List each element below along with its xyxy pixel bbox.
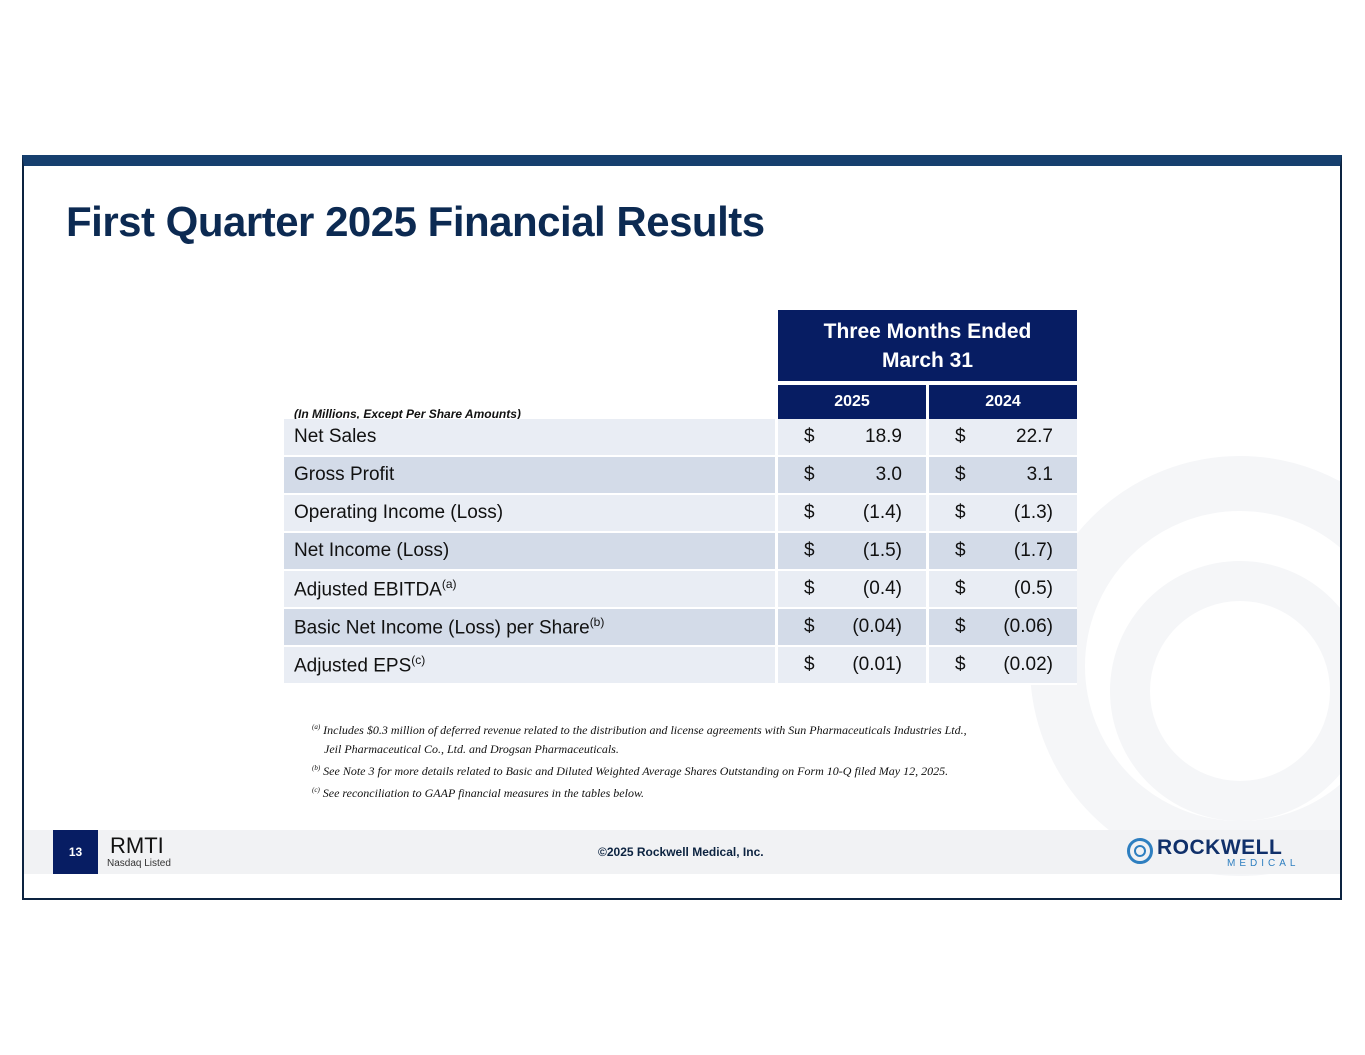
cell-2024: $22.7 (929, 419, 1077, 457)
row-label: Net Sales (284, 419, 778, 457)
currency-symbol: $ (955, 464, 966, 485)
value-2025: (1.4) (862, 502, 902, 523)
row-label: Adjusted EBITDA(a) (284, 571, 778, 609)
cell-2024: $ (0.06) (929, 609, 1077, 647)
cell-2024: $ (0.02) (929, 647, 1077, 685)
slide-title: First Quarter 2025 Financial Results (66, 198, 765, 245)
value-2024: (1.7) (1013, 540, 1053, 561)
cell-2025: $ (0.4) (778, 571, 929, 609)
currency-symbol: $ (804, 616, 815, 637)
currency-symbol: $ (955, 426, 966, 447)
logo-subtitle: MEDICAL (1227, 858, 1300, 869)
footnote-ref: (b) (589, 614, 605, 629)
units-note: (In Millions, Except Per Share Amounts) (294, 407, 521, 421)
header-spacer (284, 310, 778, 385)
table-row-net-sales: Net Sales $18.9 $22.7 (284, 419, 1077, 457)
table-row-gross-profit: Gross Profit $3.0 $3.1 (284, 457, 1077, 495)
table-row-basic-eps: Basic Net Income (Loss) per Share(b) $ (0… (284, 609, 1077, 647)
value-2024: (0.06) (1003, 616, 1053, 637)
slide-footer: 13 RMTI Nasdaq Listed ©2025 Rockwell Med… (24, 830, 1340, 874)
value-2025: (1.5) (862, 540, 902, 561)
period-header-line1: Three Months Ended (823, 319, 1032, 343)
cell-2025: $ (0.01) (778, 647, 929, 685)
value-2025: 3.0 (875, 464, 902, 485)
currency-symbol: $ (955, 502, 966, 523)
currency-symbol: $ (804, 654, 815, 675)
page-number: 13 (53, 830, 98, 874)
row-label: Adjusted EPS(c) (284, 647, 778, 685)
currency-symbol: $ (804, 578, 815, 599)
header-spacer (284, 385, 778, 419)
value-2025: (0.04) (852, 616, 902, 637)
value-2024: (1.3) (1013, 502, 1053, 523)
cell-2025: $ (1.5) (778, 533, 929, 571)
currency-symbol: $ (804, 540, 815, 561)
footnote-a-continued: Jeil Pharmaceutical Co., Ltd. and Drogsa… (324, 742, 619, 756)
company-logo: ROCKWELL MEDICAL (1127, 836, 1307, 872)
currency-symbol: $ (955, 540, 966, 561)
logo-name: ROCKWELL (1157, 836, 1283, 859)
currency-symbol: $ (804, 502, 815, 523)
value-2025: (0.4) (862, 578, 902, 599)
currency-symbol: $ (804, 426, 815, 447)
ticker-symbol: RMTI (110, 833, 164, 858)
row-label: Gross Profit (284, 457, 778, 495)
cell-2025: $ (0.04) (778, 609, 929, 647)
logo-circle-icon (1127, 838, 1153, 864)
value-2025: 18.9 (865, 426, 902, 447)
cell-2024: $ (1.7) (929, 533, 1077, 571)
value-2024: (0.5) (1013, 578, 1053, 599)
footnote-c: (c) See reconciliation to GAAP financial… (312, 786, 645, 800)
currency-symbol: $ (955, 616, 966, 637)
table-row-adjusted-ebitda: Adjusted EBITDA(a) $ (0.4) $ (0.5) (284, 571, 1077, 609)
table-row-net-income: Net Income (Loss) $ (1.5) $ (1.7) (284, 533, 1077, 571)
slide: First Quarter 2025 Financial Results (In… (22, 155, 1342, 900)
cell-2025: $18.9 (778, 419, 929, 457)
period-header-line2: March 31 (881, 348, 974, 372)
copyright-notice: ©2025 Rockwell Medical, Inc. (598, 845, 764, 859)
currency-symbol: $ (955, 578, 966, 599)
footnote-b: (b) See Note 3 for more details related … (312, 764, 949, 778)
table-row-adjusted-eps: Adjusted EPS(c) $ (0.01) $ (0.02) (284, 647, 1077, 685)
financial-results-table: Three Months Ended March 31 2025 2024 Ne… (284, 310, 1077, 685)
cell-2025: $ (1.4) (778, 495, 929, 533)
footnote-a: (a) Includes $0.3 million of deferred re… (312, 723, 967, 737)
footnote-ref: (a) (441, 576, 457, 591)
period-header: Three Months Ended March 31 (778, 310, 1077, 385)
footnote-ref: (c) (411, 652, 426, 667)
footnotes: (a) Includes $0.3 million of deferred re… (312, 718, 1092, 803)
currency-symbol: $ (804, 464, 815, 485)
value-2025: (0.01) (852, 654, 902, 675)
year-header-2025: 2025 (778, 385, 929, 419)
cell-2025: $3.0 (778, 457, 929, 495)
row-label: Operating Income (Loss) (284, 495, 778, 533)
value-2024: (0.02) (1003, 654, 1053, 675)
year-header-2024: 2024 (929, 385, 1077, 419)
cell-2024: $3.1 (929, 457, 1077, 495)
value-2024: 22.7 (1016, 426, 1053, 447)
table-row-operating-income: Operating Income (Loss) $ (1.4) $ (1.3) (284, 495, 1077, 533)
cell-2024: $ (1.3) (929, 495, 1077, 533)
row-label: Net Income (Loss) (284, 533, 778, 571)
exchange-label: Nasdaq Listed (107, 858, 171, 869)
value-2024: 3.1 (1026, 464, 1053, 485)
cell-2024: $ (0.5) (929, 571, 1077, 609)
row-label: Basic Net Income (Loss) per Share(b) (284, 609, 778, 647)
currency-symbol: $ (955, 654, 966, 675)
